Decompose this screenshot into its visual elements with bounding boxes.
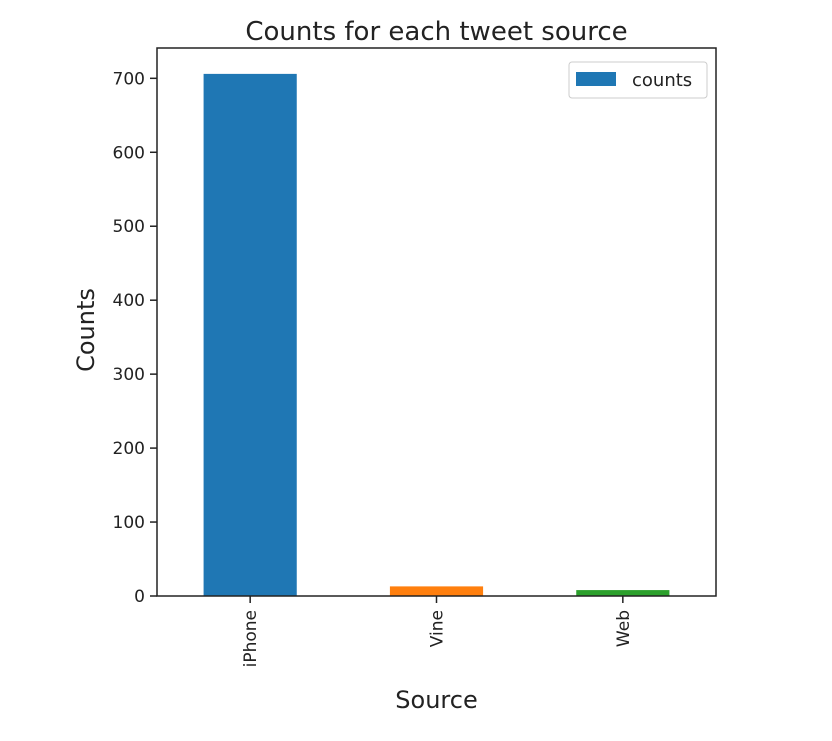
x-tick-label: Web — [614, 610, 634, 647]
bar-web — [576, 590, 670, 596]
plot-frame — [156, 47, 717, 597]
y-tick-label: 0 — [134, 587, 145, 607]
bar-iphone — [203, 73, 297, 597]
legend-label: counts — [632, 70, 692, 91]
bar-vine — [389, 586, 484, 596]
legend-box — [568, 61, 708, 99]
chart-title: Counts for each tweet source — [245, 17, 627, 47]
y-tick-label: 200 — [113, 439, 145, 459]
x-axis-ticks: iPhone Vine Web — [241, 596, 634, 667]
y-axis-label: Counts — [72, 288, 100, 372]
y-tick-label: 300 — [113, 365, 145, 385]
x-axis-label: Source — [395, 686, 477, 714]
x-tick-label: Vine — [428, 610, 448, 647]
y-tick-label: 400 — [113, 291, 145, 311]
y-tick-label: 600 — [113, 143, 145, 163]
y-tick-label: 100 — [113, 513, 145, 533]
y-axis-ticks: 0 100 200 300 400 500 600 700 — [113, 69, 157, 607]
legend: counts — [568, 61, 708, 99]
y-tick-label: 500 — [113, 217, 145, 237]
x-tick-label: iPhone — [241, 610, 261, 667]
y-tick-label: 700 — [113, 69, 145, 89]
bars — [203, 73, 670, 597]
legend-swatch — [576, 72, 616, 86]
